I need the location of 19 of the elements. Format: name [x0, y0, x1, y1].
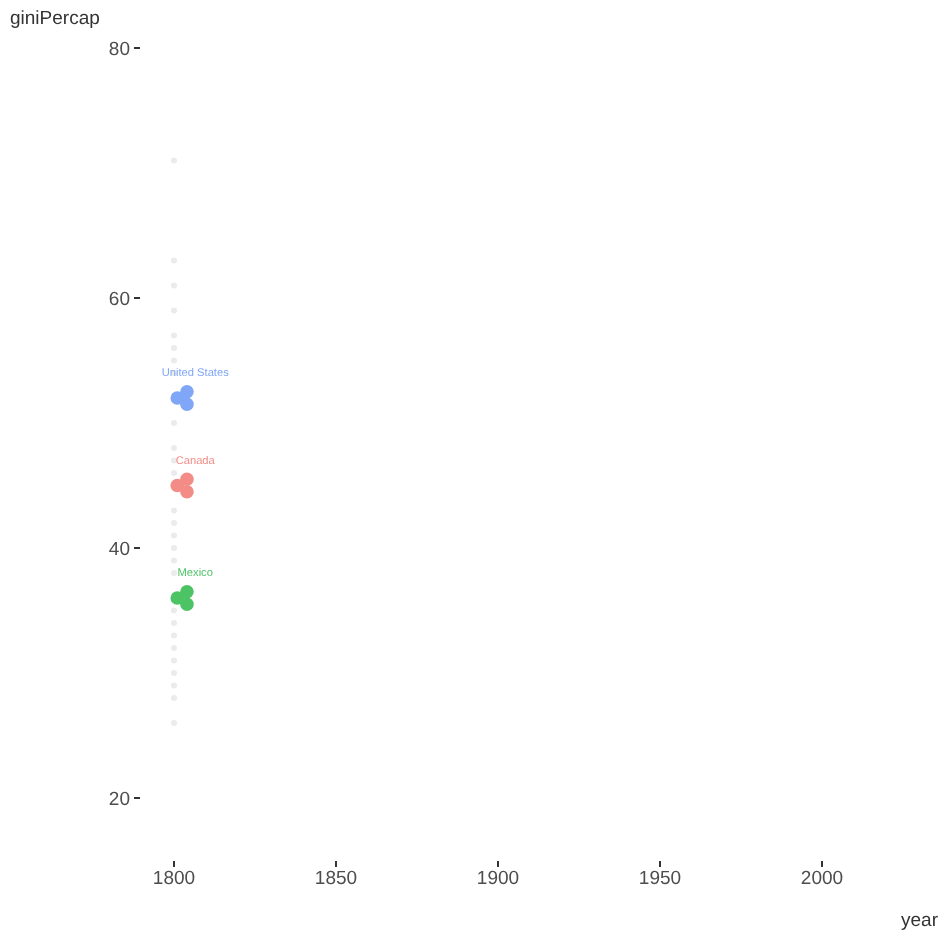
x-tick-label: 1900	[476, 868, 520, 891]
y-axis-title: giniPercap	[10, 8, 100, 30]
y-tick-label: 20	[108, 788, 130, 811]
point	[180, 397, 194, 412]
y-tick-label: 60	[108, 288, 130, 311]
x-tick-label: 2000	[800, 868, 844, 891]
point	[171, 607, 177, 614]
x-tick-label: 1950	[638, 868, 682, 891]
point	[180, 597, 194, 612]
point	[180, 384, 194, 399]
y-tick-label: 40	[108, 538, 130, 561]
x-axis-title: year	[901, 910, 938, 932]
x-tick-label: 1850	[314, 868, 358, 891]
point	[180, 584, 194, 599]
y-tick-label: 80	[108, 38, 130, 61]
point	[171, 470, 177, 476]
x-tick-label: 1800	[152, 868, 196, 891]
point	[180, 484, 194, 499]
point	[180, 472, 194, 487]
